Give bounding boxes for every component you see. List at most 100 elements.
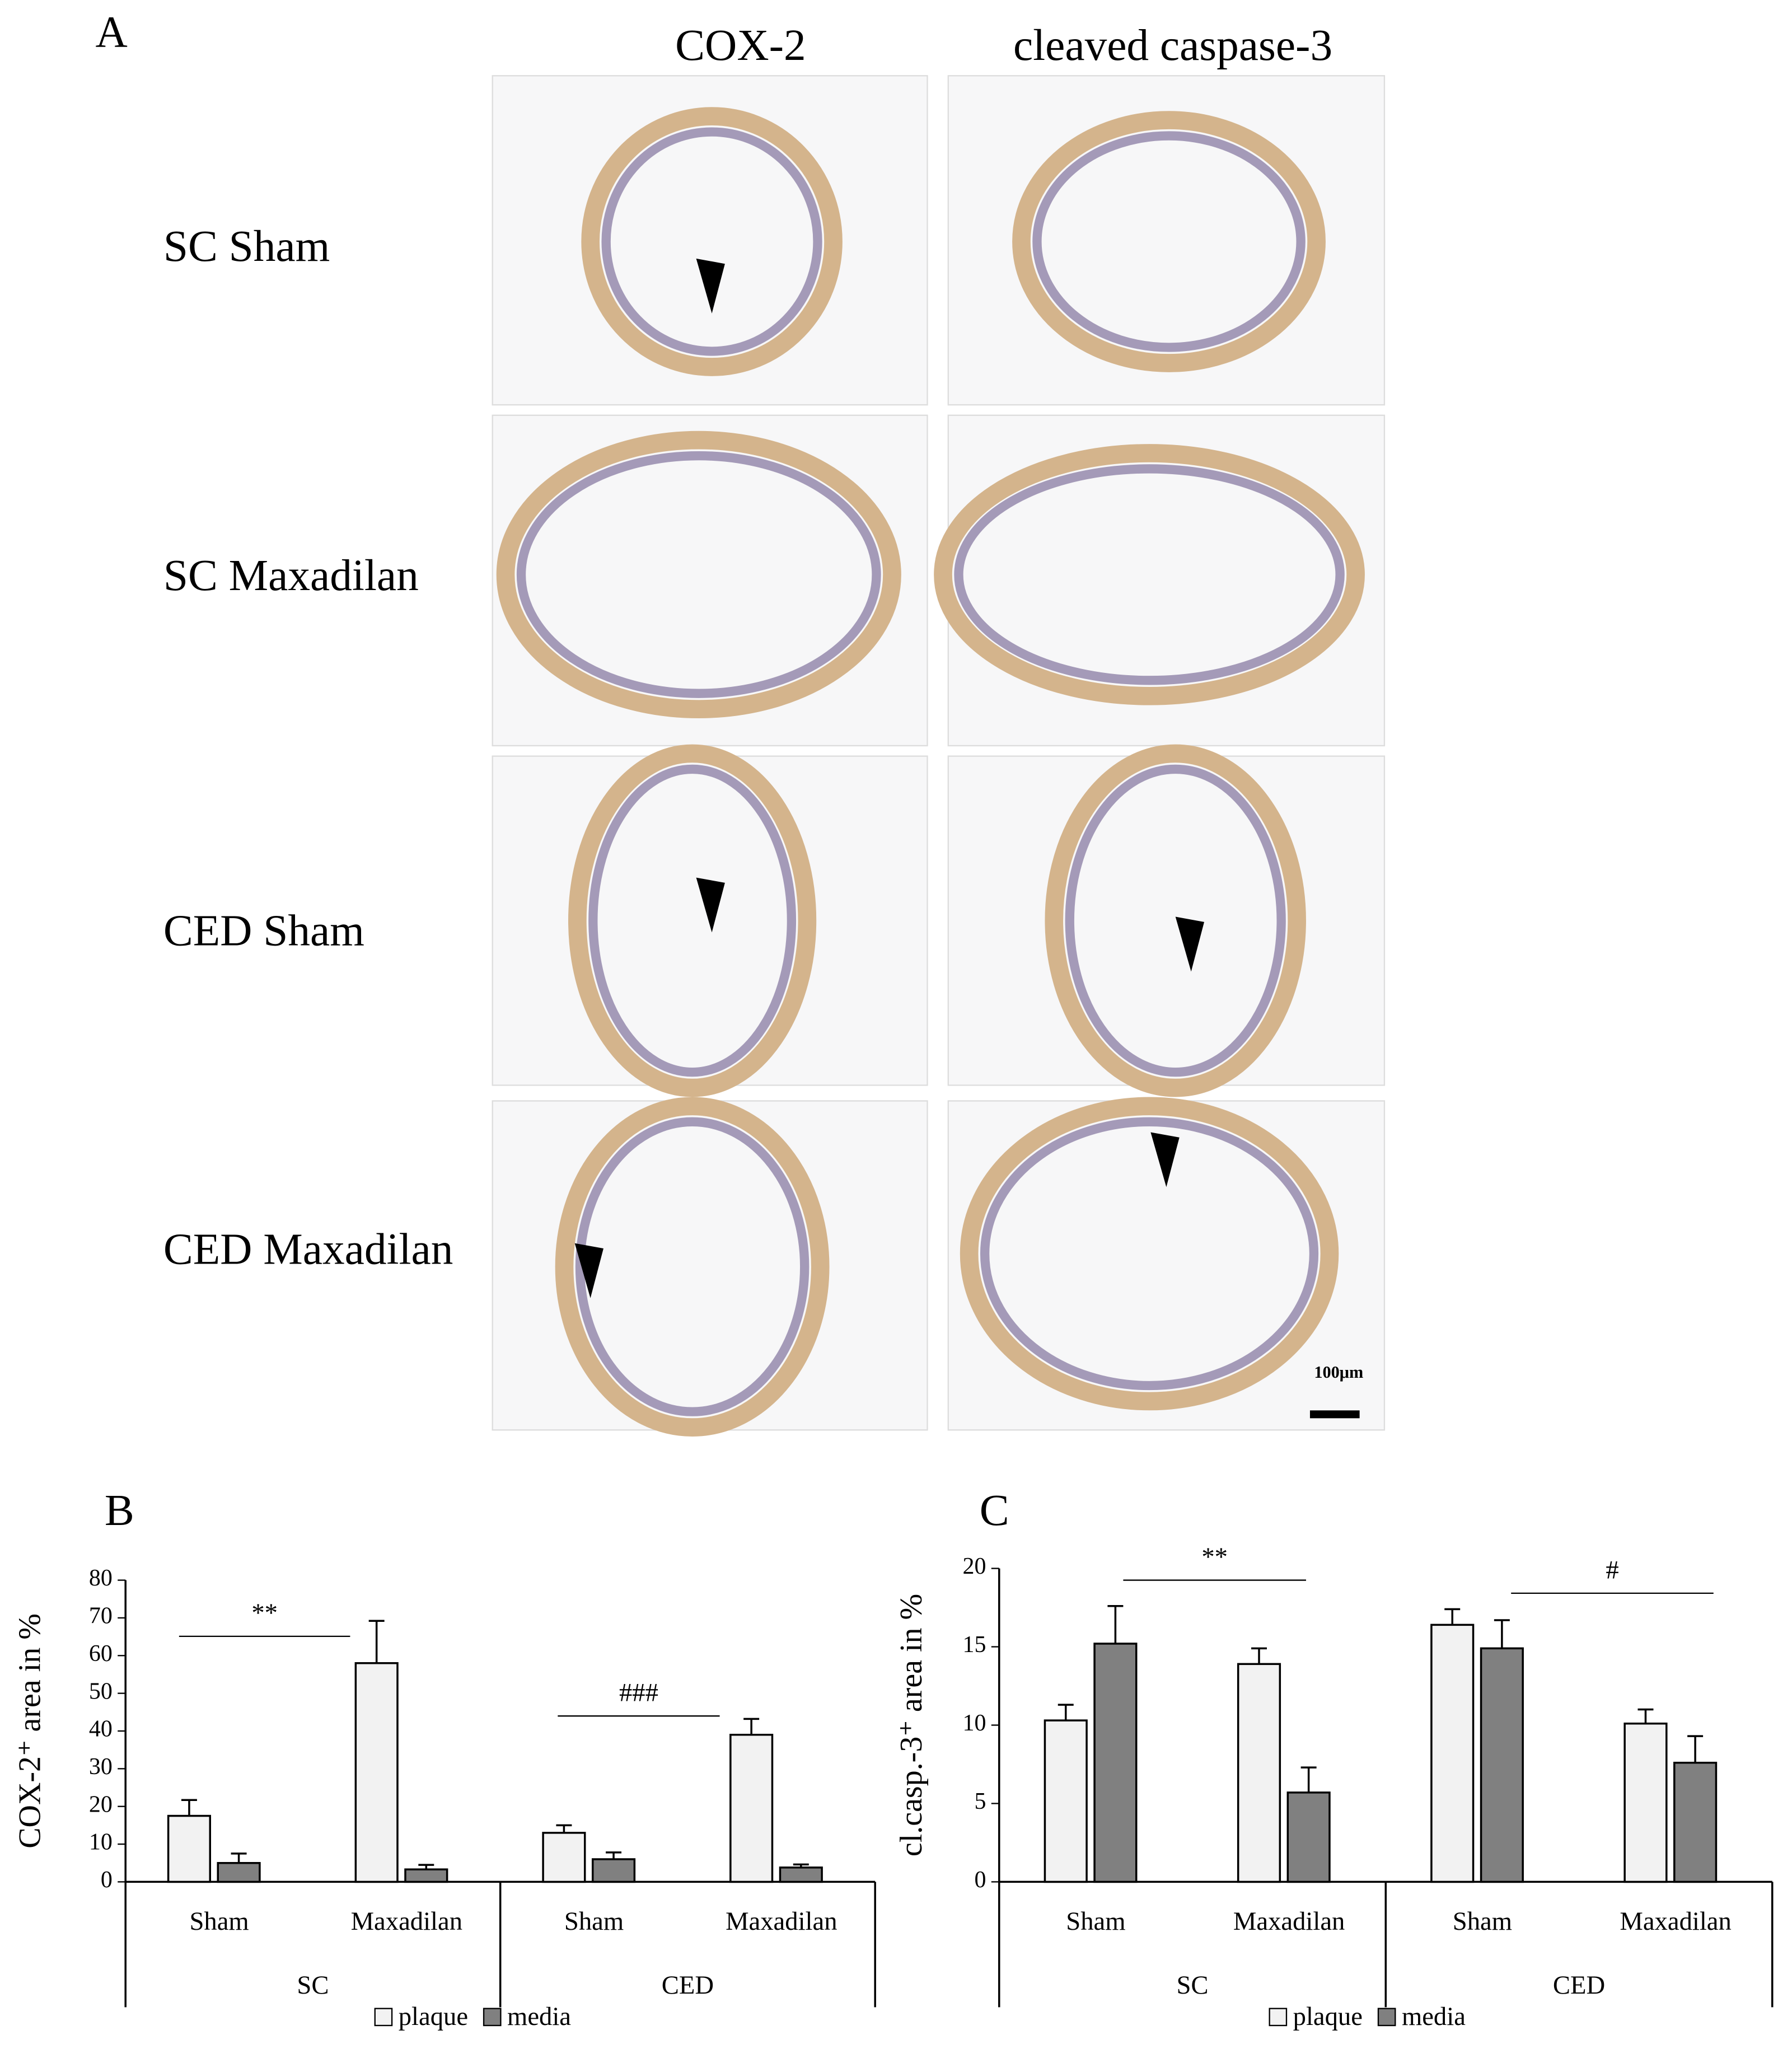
bar [167,1814,212,1883]
legend-label: media [507,2002,571,2031]
x-tick-label: Sham [189,1907,249,1936]
bar [1623,1722,1668,1883]
tissue-outer [555,1097,830,1437]
error-bar [556,1824,572,1833]
tissue-inner [516,451,881,698]
legend-swatch [483,2008,502,2027]
bar [1044,1719,1088,1883]
error-bar [1494,1619,1510,1649]
scale-bar-label: 100μm [1314,1363,1363,1382]
tissue-inner [601,127,822,356]
tissue-inner [588,764,797,1077]
error-bar [1058,1704,1074,1721]
error-bar [231,1852,247,1863]
x-tick-label: Maxadilan [726,1907,837,1936]
bar [591,1858,636,1883]
error-bar [368,1620,385,1663]
y-tick-label: 70 [89,1603,113,1629]
y-tick-label: 80 [89,1565,113,1591]
error-bar [1300,1766,1317,1793]
tissue-inner [575,1117,810,1416]
scale-bar [1309,1410,1360,1419]
y-tick-label: 40 [89,1716,113,1742]
bar [1430,1624,1475,1883]
error-bar [743,1718,760,1735]
legend-label: media [1402,2002,1466,2031]
error-bar [606,1851,622,1860]
error-bar [1637,1708,1654,1724]
group-label: CED [1553,1971,1605,2000]
legend-label: plaque [1293,2002,1363,2031]
tissue-outer [568,744,817,1097]
y-tick-label: 20 [89,1791,113,1817]
row-label: SC Sham [163,222,330,271]
y-tick-label: 50 [89,1678,113,1704]
tissue-inner [1032,131,1306,352]
arrowhead [1175,916,1205,972]
x-tick-label: Sham [564,1907,624,1936]
bar [729,1733,774,1883]
bar [1286,1791,1331,1883]
y-tick-label: 5 [974,1789,986,1814]
row-label: CED Maxadilan [163,1225,453,1274]
tissue-inner [980,1117,1319,1391]
x-tick-label: Sham [1453,1907,1512,1936]
error-bar [793,1863,809,1868]
column-header: cleaved caspase-3 [1013,21,1332,70]
y-tick-label: 30 [89,1754,113,1780]
y-tick-label: 15 [962,1632,986,1658]
significance-label: ** [251,1598,278,1627]
y-tick-label: 0 [101,1867,113,1893]
x-tick-label: Maxadilan [1233,1907,1345,1936]
x-tick-label: Maxadilan [1620,1907,1731,1936]
legend-swatch [1377,2008,1396,2027]
error-bar [181,1799,197,1816]
x-tick-label: Maxadilan [351,1907,462,1936]
y-tick-label: 20 [962,1554,986,1579]
group-label: SC [1176,1971,1208,2000]
tissue-outer [934,444,1365,705]
y-axis-label: cl.casp.-3⁺ area in % [894,1594,929,1856]
arrowhead [1150,1132,1180,1187]
y-tick-label: 0 [974,1867,986,1893]
row-label: CED Sham [163,906,364,955]
error-bar [1687,1735,1704,1763]
tissue-outer [960,1097,1339,1411]
arrowhead [696,258,725,314]
y-tick-label: 10 [89,1830,113,1855]
column-header: COX-2 [675,21,806,70]
micrograph [947,755,1386,1086]
bar [1237,1663,1281,1883]
significance-label: # [1606,1555,1618,1584]
bar [779,1866,823,1883]
tissue-outer [581,107,843,376]
bar [1093,1643,1138,1883]
panel-label: C [980,1486,1009,1535]
micrographs [492,75,1386,1437]
significance-label: ** [1201,1542,1228,1571]
group-label: CED [662,1971,714,2000]
legend-swatch [374,2008,393,2027]
tissue-inner [954,464,1345,685]
tissue-inner [1065,764,1286,1077]
y-tick-label: 10 [962,1710,986,1736]
y-axis-label: COX-2⁺ area in % [12,1613,47,1849]
error-bar [1107,1605,1124,1644]
legend-label: plaque [399,2002,468,2031]
y-tick-label: 60 [89,1641,113,1667]
arrowhead [574,1243,603,1298]
error-bar [418,1864,434,1870]
tissue-outer [496,431,901,718]
bar [1480,1647,1524,1883]
significance-label: ### [619,1678,658,1708]
panel-label: A [96,8,128,57]
legend-swatch [1269,2008,1288,2027]
x-tick-label: Sham [1066,1907,1125,1936]
panel-label: B [105,1486,134,1535]
bar [217,1861,261,1883]
error-bar [1251,1647,1267,1664]
arrowhead [696,877,725,933]
error-bar [1444,1608,1461,1625]
bar [542,1832,586,1883]
